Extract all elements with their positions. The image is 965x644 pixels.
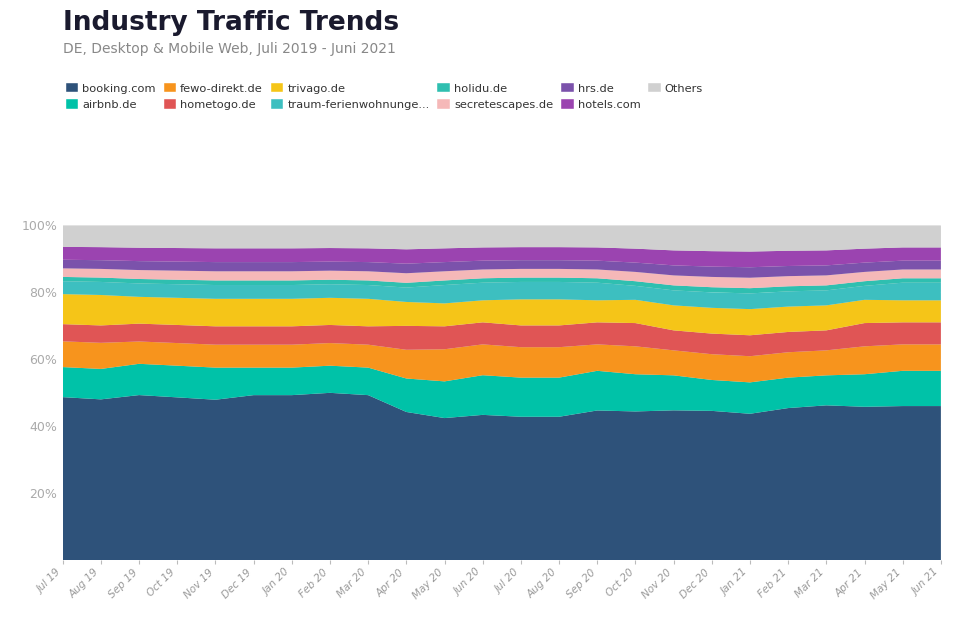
Legend: booking.com, airbnb.de, fewo-direkt.de, hometogo.de, trivago.de, traum-ferienwoh: booking.com, airbnb.de, fewo-direkt.de, …	[66, 83, 703, 110]
Text: DE, Desktop & Mobile Web, Juli 2019 - Juni 2021: DE, Desktop & Mobile Web, Juli 2019 - Ju…	[63, 42, 396, 56]
Text: © similarweb: © similarweb	[124, 515, 259, 533]
Text: Industry Traffic Trends: Industry Traffic Trends	[63, 10, 399, 35]
